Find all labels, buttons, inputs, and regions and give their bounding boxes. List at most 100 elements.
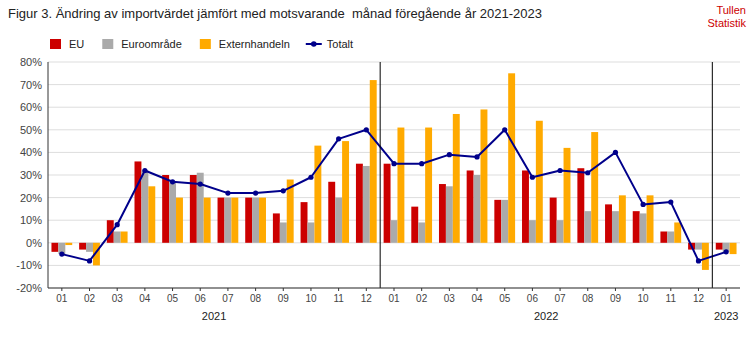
bar: [224, 198, 231, 243]
bar: [141, 170, 148, 242]
bar: [564, 148, 571, 243]
x-tick-label: 02: [84, 293, 96, 304]
bar: [591, 132, 598, 243]
line-point: [724, 249, 729, 254]
bar: [204, 198, 211, 243]
x-tick: [449, 288, 450, 291]
line: [62, 130, 726, 261]
bar: [314, 146, 321, 243]
bar: [481, 109, 488, 242]
year-divider: [380, 62, 381, 288]
x-tick-label: 08: [250, 293, 262, 304]
bar: [612, 211, 619, 243]
x-tick-label: 03: [444, 293, 456, 304]
x-tick-label: 04: [471, 293, 483, 304]
bar: [335, 198, 342, 243]
bar: [508, 73, 515, 243]
bar: [467, 170, 474, 242]
y-tick-label: 50%: [20, 124, 42, 136]
y-tick-label: 0%: [26, 237, 42, 249]
y-tick-label: 70%: [20, 79, 42, 91]
line-point: [419, 161, 424, 166]
watermark-line: Statistik: [707, 17, 746, 29]
line-point: [142, 168, 147, 173]
x-tick-label: 09: [278, 293, 290, 304]
bar: [716, 243, 723, 250]
bar: [557, 220, 564, 243]
bar: [328, 182, 335, 243]
bar: [667, 232, 674, 243]
bar: [114, 232, 121, 243]
bar: [501, 200, 508, 243]
bar: [619, 195, 626, 242]
grid-line: [48, 62, 740, 63]
x-tick-label: 01: [721, 293, 733, 304]
bar: [391, 220, 398, 243]
x-tick: [310, 288, 311, 291]
bar: [162, 175, 169, 243]
line-point: [474, 154, 479, 159]
bar: [550, 198, 557, 243]
x-tick: [227, 288, 228, 291]
year-label: 2023: [714, 310, 738, 322]
legend-swatch: [200, 39, 211, 49]
x-tick: [117, 288, 118, 291]
x-tick-label: 07: [555, 293, 567, 304]
legend-label: EU: [69, 38, 84, 50]
watermark-line: Tullen: [716, 4, 746, 16]
bar: [259, 198, 266, 243]
x-tick: [698, 288, 699, 291]
bar: [79, 243, 86, 250]
bar: [342, 141, 349, 243]
bar: [190, 175, 197, 243]
y-tick-label: 60%: [20, 101, 42, 113]
bar: [674, 222, 681, 242]
y-tick-label: -20%: [16, 282, 42, 294]
bar: [218, 198, 225, 243]
grid-line: [48, 107, 740, 108]
bar: [418, 222, 425, 242]
line-point: [557, 168, 562, 173]
x-tick-label: 07: [222, 293, 234, 304]
x-tick: [643, 288, 644, 291]
bar: [370, 80, 377, 243]
bar: [135, 161, 142, 242]
bar: [363, 166, 370, 243]
x-tick-label: 11: [333, 293, 344, 304]
grid-line: [48, 265, 740, 266]
y-tick-label: 80%: [20, 56, 42, 68]
year-label: 2021: [202, 310, 226, 322]
bar: [86, 243, 93, 252]
x-tick: [366, 288, 367, 291]
bar: [522, 170, 529, 242]
y-tick-label: 20%: [20, 192, 42, 204]
bar: [730, 243, 737, 254]
line-point: [281, 188, 286, 193]
x-tick-label: 04: [139, 293, 151, 304]
legend-swatch: [102, 39, 113, 49]
x-tick-label: 01: [388, 293, 400, 304]
bar: [356, 164, 363, 243]
x-tick: [255, 288, 256, 291]
y-axis: [48, 62, 49, 288]
bar: [280, 222, 287, 242]
legend-swatch-marker: [311, 41, 317, 47]
x-tick-label: 10: [638, 293, 650, 304]
bar: [65, 243, 72, 245]
x-tick: [89, 288, 90, 291]
x-tick: [394, 288, 395, 291]
bar: [308, 222, 315, 242]
line-point: [170, 179, 175, 184]
bar: [695, 243, 702, 250]
bar: [121, 232, 128, 243]
line-point: [253, 190, 258, 195]
y-tick-label: 10%: [20, 214, 42, 226]
legend-swatch: [50, 39, 61, 49]
year-label: 2022: [534, 310, 558, 322]
line-point: [502, 127, 507, 132]
bar: [584, 211, 591, 243]
line-point: [87, 258, 92, 263]
grid-line: [48, 129, 740, 130]
x-tick-label: 05: [167, 293, 179, 304]
bar: [577, 168, 584, 243]
